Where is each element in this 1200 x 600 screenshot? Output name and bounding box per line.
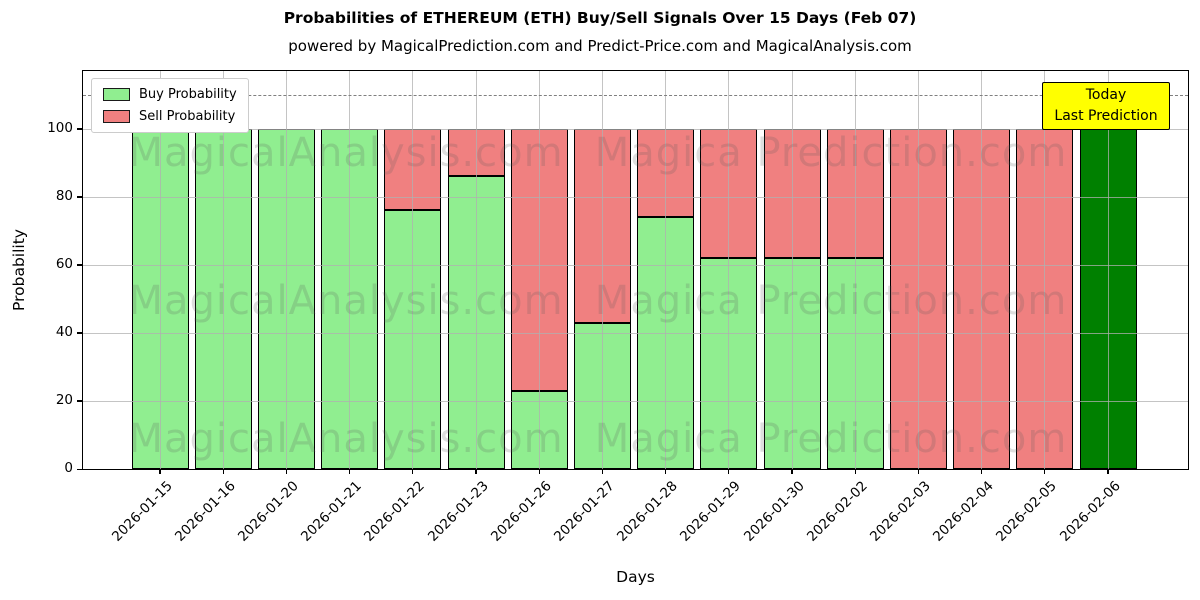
y-tick-label-40: 40 [55,323,73,340]
buy-swatch-icon [103,88,130,101]
h-gridline-20 [83,400,1188,402]
x-tick-2026-01-30 [791,469,793,474]
today-annotation-box: Today Last Prediction [1042,82,1170,130]
x-tick-2026-02-02 [854,469,856,474]
v-gridline-2026-02-02 [854,71,856,469]
x-axis-label: Days [616,568,655,586]
v-gridline-2026-01-16 [222,71,224,469]
x-tick-label-2026-02-06: 2026-02-06 [1056,478,1124,545]
chart-title: Probabilities of ETHEREUM (ETH) Buy/Sell… [283,9,917,27]
x-tick-label-2026-02-03: 2026-02-03 [866,478,934,545]
x-tick-2026-01-23 [475,469,477,474]
x-tick-label-2026-01-28: 2026-01-28 [614,478,681,545]
h-gridline-60 [83,264,1188,266]
v-gridline-2026-01-28 [665,71,667,469]
y-tick-label-80: 80 [55,187,73,204]
x-tick-2026-01-21 [349,469,351,474]
y-tick-label-60: 60 [55,255,73,272]
legend: Buy Probability Sell Probability [91,78,249,133]
annotation-line2: Last Prediction [1054,108,1158,124]
x-tick-2026-02-03 [917,469,919,474]
x-tick-2026-01-16 [222,469,224,474]
x-tick-label-2026-02-04: 2026-02-04 [930,478,997,545]
watermark-text: MagicalAnalysis.com [128,416,564,462]
x-tick-2026-01-28 [665,469,667,474]
v-gridline-2026-02-03 [917,71,919,469]
watermark-text: Magica Prediction.com [594,130,1068,176]
x-tick-2026-02-05 [1044,469,1046,474]
v-gridline-2026-01-23 [475,71,477,469]
legend-item-buy: Buy Probability [103,87,237,102]
y-tick-label-100: 100 [47,119,73,136]
h-gridline-40 [83,332,1188,334]
y-tick-label-0: 0 [64,460,73,476]
x-tick-label-2026-01-23: 2026-01-23 [424,478,492,545]
v-gridline-2026-02-06 [1107,71,1109,469]
x-tick-2026-01-15 [159,469,161,474]
x-tick-label-2026-01-15: 2026-01-15 [108,478,176,545]
x-tick-2026-01-29 [728,469,730,474]
v-gridline-2026-02-04 [981,71,983,469]
x-tick-label-2026-02-05: 2026-02-05 [993,478,1061,545]
y-tick-label-20: 20 [55,391,73,408]
x-tick-2026-01-26 [538,469,540,474]
x-tick-label-2026-01-30: 2026-01-30 [740,478,808,545]
x-tick-label-2026-01-16: 2026-01-16 [171,478,239,545]
sell-swatch-icon [103,110,130,123]
x-tick-2026-01-22 [412,469,414,474]
y-tick-40 [77,332,82,334]
v-gridline-2026-01-21 [349,71,351,469]
annotation-line1: Today [1085,87,1127,103]
v-gridline-2026-01-26 [538,71,540,469]
x-tick-label-2026-01-22: 2026-01-22 [361,478,429,545]
y-tick-80 [77,196,82,198]
dashed-cutoff-line [83,94,1188,96]
watermark-text: Magica Prediction.com [594,416,1068,462]
legend-label-buy: Buy Probability [139,87,237,102]
y-tick-60 [77,264,82,266]
y-tick-100 [77,128,82,130]
x-tick-2026-01-27 [601,469,603,474]
x-tick-label-2026-01-29: 2026-01-29 [677,478,745,545]
h-gridline-100 [83,128,1188,130]
watermark-text: Magica Prediction.com [594,278,1068,324]
v-gridline-2026-02-05 [1044,71,1046,469]
x-tick-label-2026-01-20: 2026-01-20 [234,478,302,545]
v-gridline-2026-01-27 [601,71,603,469]
v-gridline-2026-01-22 [412,71,414,469]
v-gridline-2026-01-20 [285,71,287,469]
x-tick-label-2026-01-26: 2026-01-26 [487,478,555,545]
v-gridline-2026-01-29 [728,71,730,469]
x-tick-label-2026-02-02: 2026-02-02 [803,478,871,545]
x-tick-2026-02-04 [981,469,983,474]
x-tick-label-2026-01-21: 2026-01-21 [298,478,365,545]
y-axis-label: Probability [10,229,28,311]
h-gridline-80 [83,196,1188,198]
y-tick-20 [77,400,82,402]
x-tick-label-2026-01-27: 2026-01-27 [550,478,618,545]
x-tick-2026-02-06 [1107,469,1109,474]
plot-area: Probability Days Buy Probability Sell Pr… [10,70,1189,586]
v-gridline-2026-01-30 [791,71,793,469]
y-tick-0 [77,468,82,470]
legend-label-sell: Sell Probability [139,109,236,124]
v-gridline-2026-01-15 [159,71,161,469]
watermark-text: MagicalAnalysis.com [128,130,564,176]
chart-subtitle: powered by MagicalPrediction.com and Pre… [288,37,912,55]
watermark-text: MagicalAnalysis.com [128,278,564,324]
x-tick-2026-01-20 [285,469,287,474]
legend-item-sell: Sell Probability [103,109,237,124]
